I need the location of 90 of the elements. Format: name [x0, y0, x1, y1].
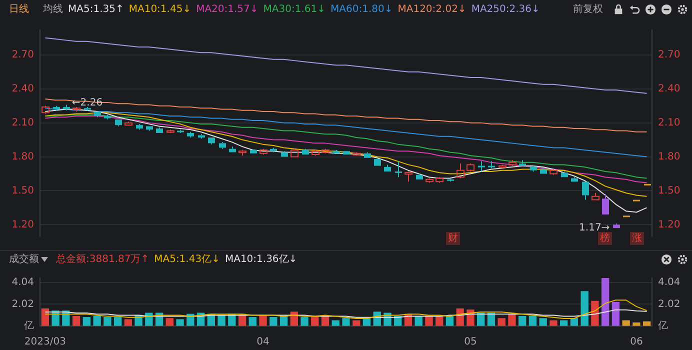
- candlestick: [395, 160, 402, 178]
- annotation: 涨: [630, 232, 644, 245]
- candlestick: [384, 164, 391, 172]
- bar: [280, 316, 288, 326]
- bar: [290, 312, 298, 326]
- bar: [612, 302, 620, 326]
- text: MA5:1.35↑: [68, 4, 124, 14]
- candlestick: [416, 173, 423, 180]
- bar: [176, 319, 184, 326]
- y-tick-label: 2.40: [12, 83, 34, 94]
- candlestick: [208, 138, 215, 145]
- text: 总金额:3881.87万↑: [56, 252, 150, 266]
- bar: [508, 314, 516, 326]
- y-tick-label: 2.02: [12, 298, 34, 310]
- bar: [248, 317, 256, 326]
- text: 日线: [9, 2, 29, 16]
- bar: [446, 316, 454, 326]
- candlestick: [602, 194, 609, 214]
- bar: [270, 317, 278, 326]
- candlestick: [582, 182, 589, 200]
- x-tick-label: 06: [630, 336, 643, 348]
- bar: [93, 316, 101, 326]
- y-tick-label: 4.04: [12, 277, 34, 288]
- y-tick-label: 1.80: [12, 151, 34, 162]
- text: MA250:2.36↓: [471, 4, 540, 14]
- bar: [601, 278, 610, 326]
- text: MA60:1.80↓: [330, 4, 393, 14]
- bar: [560, 320, 568, 326]
- bar: [539, 318, 547, 326]
- text: MA10:1.45↓: [128, 4, 192, 14]
- text: MA120:2.02↓: [398, 4, 466, 14]
- text: MA20:1.57↓: [196, 4, 258, 14]
- annotation: 1.17→: [579, 222, 610, 234]
- x-tick-label: 05: [464, 336, 477, 348]
- bar: [518, 316, 526, 326]
- candlestick: [478, 160, 485, 172]
- bar: [362, 318, 371, 326]
- y2-tick-label: 1.20: [658, 219, 680, 230]
- bar: [622, 320, 630, 326]
- candlestick: [519, 160, 526, 166]
- bar: [72, 316, 80, 326]
- y2-tick-label: 1.50: [658, 185, 680, 196]
- candlestick: [364, 152, 371, 158]
- bar: [436, 316, 444, 326]
- bar: [550, 320, 558, 326]
- text: MA30:1.61↓: [263, 4, 326, 14]
- bar: [580, 291, 588, 326]
- bar: [570, 318, 578, 326]
- candlestick: [219, 142, 226, 150]
- annotation: 榜: [598, 232, 612, 245]
- bar: [166, 318, 174, 326]
- y2-tick-label: 2.10: [658, 117, 680, 128]
- y-tick-label: 亿: [23, 320, 34, 332]
- x-tick-label: 04: [256, 336, 270, 348]
- bar: [82, 317, 91, 326]
- text: 成交额: [9, 252, 39, 266]
- text: 均线: [43, 2, 63, 16]
- bar: [124, 319, 132, 326]
- text: 前复权: [573, 2, 603, 16]
- y2-tick-label: 2.40: [658, 83, 680, 94]
- bar: [114, 317, 122, 326]
- bar: [104, 317, 112, 326]
- y2-tick-label: 2.02: [658, 298, 680, 310]
- text: MA5:1.43亿↓: [154, 253, 220, 266]
- y-tick-label: 1.50: [12, 185, 34, 196]
- y2-tick-label: 2.70: [658, 49, 680, 60]
- y2-tick-label: 4.04: [658, 277, 680, 288]
- y-tick-label: 1.20: [12, 219, 34, 230]
- y-tick-label: 2.70: [12, 49, 34, 60]
- bar: [41, 308, 50, 326]
- bar: [300, 317, 308, 326]
- y2-tick-label: 1.80: [658, 151, 680, 162]
- text: MA10:1.36亿↓: [224, 253, 298, 266]
- bar: [332, 320, 340, 326]
- y-tick-label: 2.10: [12, 117, 34, 128]
- bar: [342, 318, 350, 326]
- annotation: 财: [446, 232, 460, 245]
- bar: [259, 314, 267, 326]
- bar: [528, 316, 537, 326]
- bar: [632, 322, 640, 326]
- bar: [642, 321, 651, 326]
- y2-tick-label: 亿: [657, 320, 668, 332]
- bar: [477, 312, 485, 326]
- bar: [498, 318, 506, 326]
- bar: [352, 320, 360, 326]
- x-tick-label: 2023/03: [24, 336, 66, 348]
- candlestick: [404, 170, 412, 182]
- candlestick: [456, 163, 464, 179]
- bar: [218, 314, 226, 326]
- bar: [487, 312, 496, 326]
